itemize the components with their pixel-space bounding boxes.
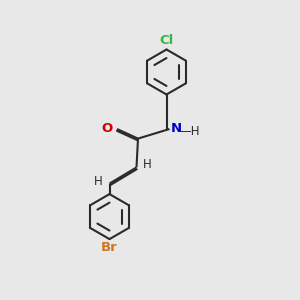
Text: Br: Br <box>101 241 118 254</box>
Text: H: H <box>143 158 152 172</box>
Text: Cl: Cl <box>159 34 174 47</box>
Text: N: N <box>170 122 182 136</box>
Text: H: H <box>94 175 103 188</box>
Text: O: O <box>102 122 113 136</box>
Text: —H: —H <box>179 124 200 138</box>
